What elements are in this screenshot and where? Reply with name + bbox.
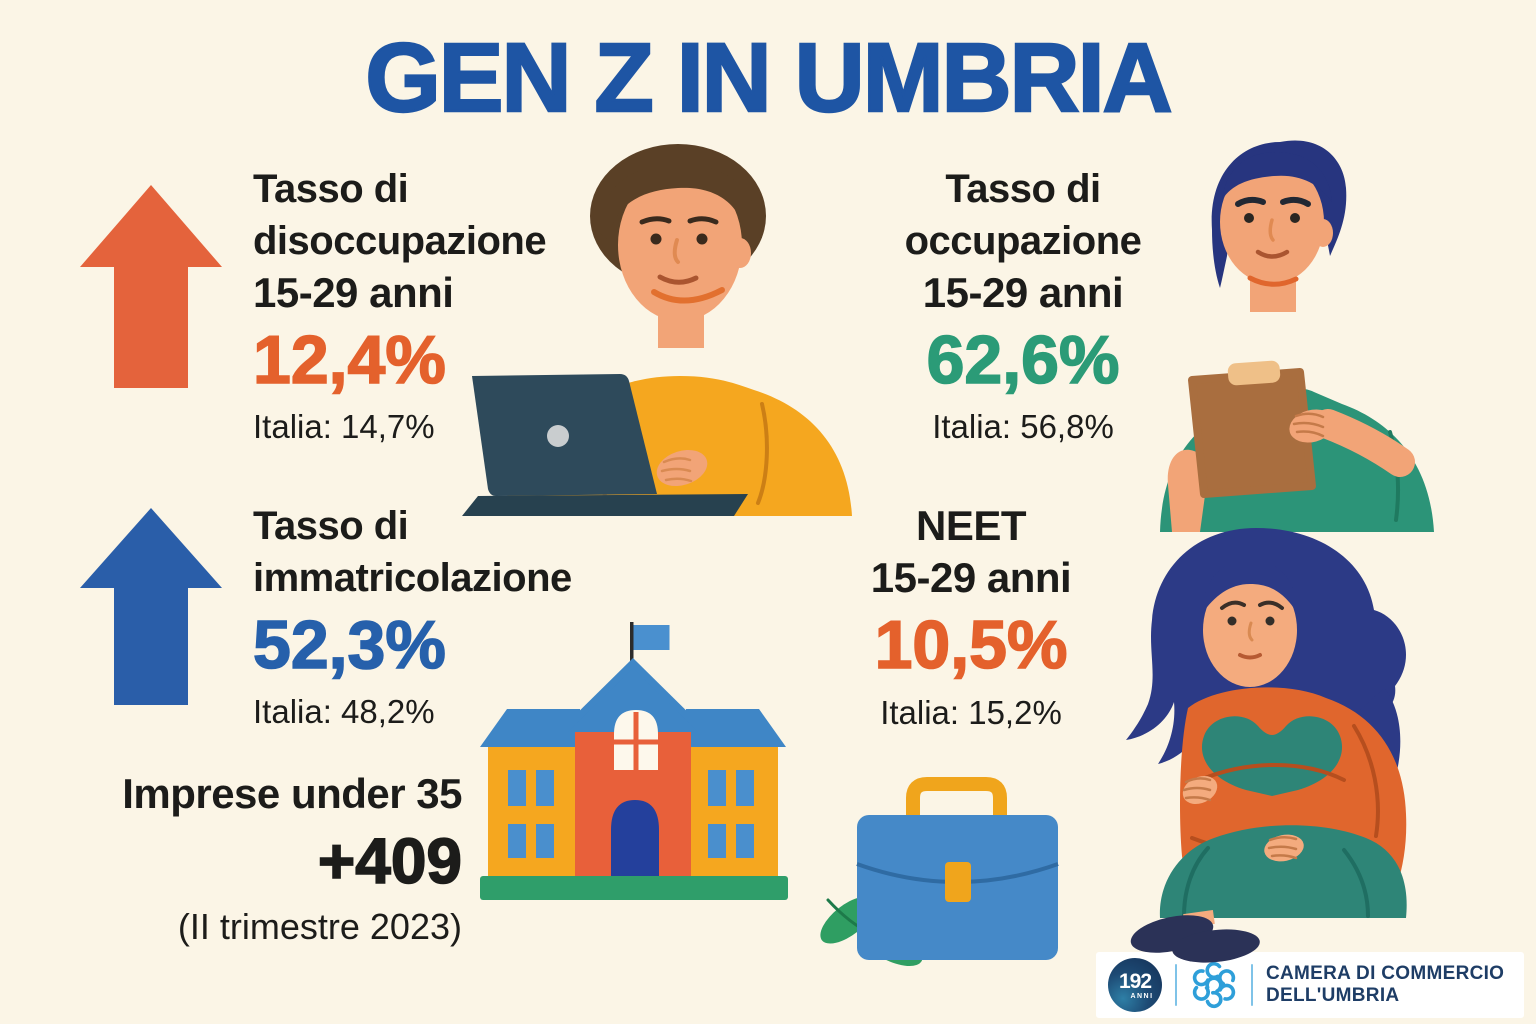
stat-imprese-under-35: Imprese under 35 +409 (II trimestre 2023… bbox=[70, 770, 463, 948]
arrow-up-icon bbox=[80, 185, 222, 388]
stat-value: 62,6% bbox=[926, 322, 1120, 399]
clipboard-person-illustration bbox=[1160, 140, 1434, 532]
page-title: GEN Z IN UMBRIA bbox=[364, 22, 1174, 133]
stat-italia-comparison: Italia: 56,8% bbox=[932, 408, 1114, 446]
footer-logo-bar: 192 ANNI CAMERA DI COMMERCIO DELL'UMBRIA bbox=[1096, 952, 1524, 1018]
stat-label: Tasso di immatricolazione bbox=[253, 504, 572, 600]
arrow-up-icon bbox=[80, 508, 222, 705]
stat-age-range: 15-29 anni bbox=[253, 269, 454, 316]
stat-label: Imprese under 35 bbox=[122, 770, 462, 817]
stat-value: 52,3% bbox=[252, 607, 446, 683]
anniversary-number: 192 bbox=[1118, 969, 1152, 993]
stat-immatricolazione: Tasso di immatricolazione 52,3% Italia: … bbox=[252, 500, 633, 731]
stat-age-range: 15-29 anni bbox=[922, 269, 1124, 316]
stat-value: +409 bbox=[317, 824, 463, 898]
divider bbox=[1175, 964, 1177, 1006]
stat-disoccupazione: Tasso di disoccupazione 15-29 anni 12,4%… bbox=[252, 163, 593, 446]
school-building-illustration bbox=[480, 622, 788, 900]
anniversary-unit: ANNI bbox=[1130, 992, 1154, 1000]
stat-neet: NEET 15-29 anni 10,5% Italia: 15,2% bbox=[828, 500, 1114, 732]
stat-period: (II trimestre 2023) bbox=[177, 906, 462, 947]
briefcase-illustration bbox=[820, 777, 1059, 967]
stat-occupazione: Tasso di occupazione 15-29 anni 62,6% It… bbox=[858, 163, 1188, 446]
divider bbox=[1251, 964, 1253, 1006]
stat-italia-comparison: Italia: 14,7% bbox=[253, 408, 435, 446]
organization-name: CAMERA DI COMMERCIO DELL'UMBRIA bbox=[1266, 962, 1505, 1006]
stat-italia-comparison: Italia: 15,2% bbox=[880, 693, 1062, 731]
stat-label: NEET bbox=[915, 502, 1027, 549]
stat-italia-comparison: Italia: 48,2% bbox=[253, 693, 435, 731]
sitting-person-illustration bbox=[1126, 528, 1407, 963]
anniversary-badge: 192 ANNI bbox=[1108, 958, 1162, 1012]
stat-value: 12,4% bbox=[252, 322, 446, 399]
chamber-logo-icon bbox=[1192, 961, 1236, 1009]
stat-age-range: 15-29 anni bbox=[870, 554, 1072, 602]
stat-label: Tasso di occupazione bbox=[904, 167, 1142, 263]
stat-value: 10,5% bbox=[874, 607, 1068, 684]
stat-label: Tasso di disoccupazione bbox=[253, 167, 547, 263]
laptop-person-illustration bbox=[462, 144, 852, 516]
